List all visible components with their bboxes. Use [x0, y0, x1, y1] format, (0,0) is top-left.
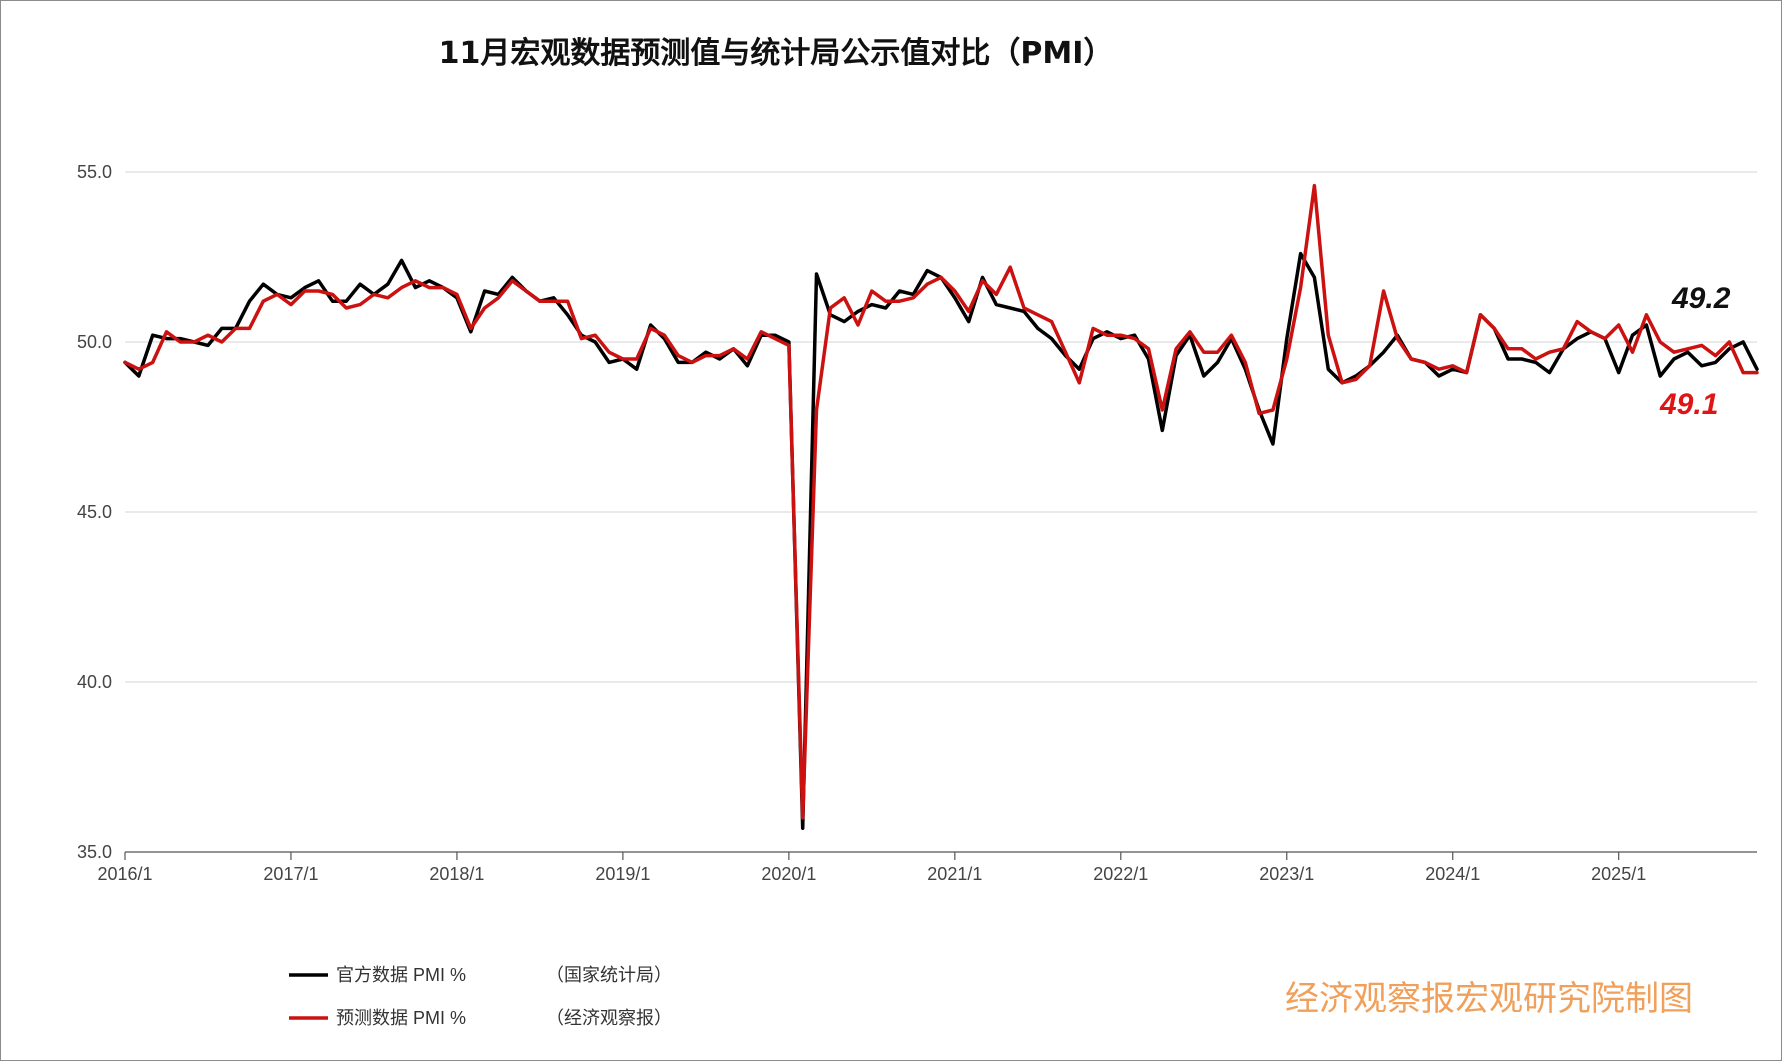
chart-credit: 经济观察报宏观研究院制图 — [1285, 979, 1693, 1019]
legend: 官方数据 PMI % （国家统计局） 预测数据 PMI % （经济观察报） — [289, 965, 672, 1028]
y-tick-label: 35.0 — [77, 842, 112, 862]
y-tick-label: 45.0 — [77, 502, 112, 522]
y-tick-label: 50.0 — [77, 332, 112, 352]
legend-label-official: 官方数据 PMI % — [336, 965, 466, 985]
x-tick-label: 2023/1 — [1259, 864, 1314, 884]
series-line-forecast — [123, 183, 1759, 820]
grid-lines — [125, 171, 1757, 683]
legend-label-forecast: 预测数据 PMI % — [336, 1008, 466, 1028]
x-tick-label: 2021/1 — [927, 864, 982, 884]
series-lines — [123, 183, 1759, 830]
x-tick-label: 2016/1 — [97, 864, 152, 884]
x-axis: 2016/1 2017/1 2018/1 2019/1 2020/1 2021/1 2022… — [97, 851, 1757, 884]
series-line-official — [123, 251, 1759, 830]
x-tick-label: 2020/1 — [761, 864, 816, 884]
x-tick-label: 2025/1 — [1591, 864, 1646, 884]
legend-source-official: （国家统计局） — [546, 965, 672, 985]
legend-source-forecast: （经济观察报） — [546, 1008, 672, 1028]
y-tick-label: 55.0 — [77, 162, 112, 182]
x-tick-label: 2024/1 — [1425, 864, 1480, 884]
forecast-last-value-label: 49.1 — [1659, 388, 1718, 421]
x-tick-label: 2019/1 — [595, 864, 650, 884]
y-axis-ticks: 55.0 50.0 45.0 40.0 35.0 — [77, 162, 112, 862]
x-tick-label: 2022/1 — [1093, 864, 1148, 884]
chart-title: 11月宏观数据预测值与统计局公示值对比（PMI） — [439, 36, 1114, 71]
x-tick-label: 2018/1 — [429, 864, 484, 884]
y-tick-label: 40.0 — [77, 672, 112, 692]
x-tick-label: 2017/1 — [263, 864, 318, 884]
official-last-value-label: 49.2 — [1671, 282, 1731, 315]
